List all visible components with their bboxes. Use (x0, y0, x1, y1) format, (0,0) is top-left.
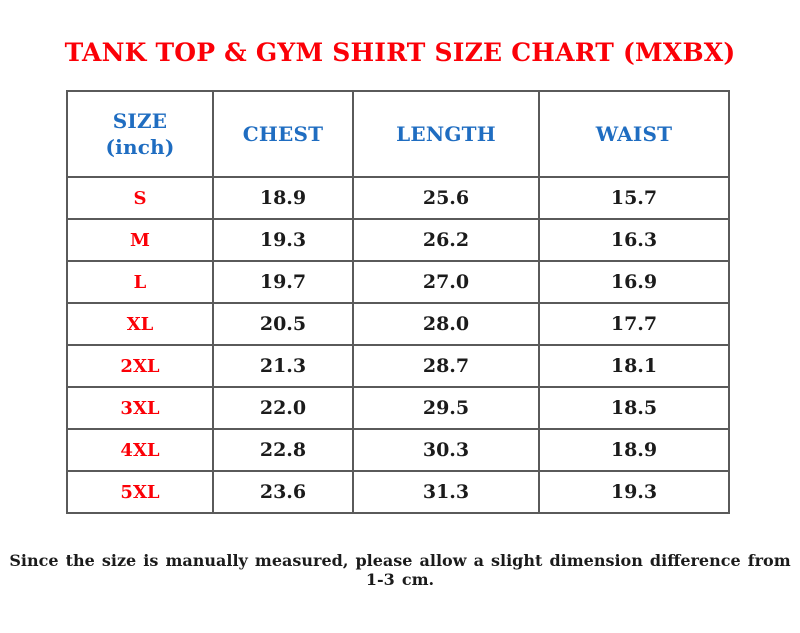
table-row: 4XL 22.8 30.3 18.9 (66, 428, 730, 472)
waist-value-cell: 18.5 (538, 386, 730, 430)
size-chart-table: SIZE (inch) CHEST LENGTH WAIST S 18.9 25.6… (66, 90, 730, 514)
waist-value-cell: 18.1 (538, 344, 730, 388)
chest-value-cell: 22.0 (212, 386, 354, 430)
table-row: L 19.7 27.0 16.9 (66, 260, 730, 304)
page-title: TANK TOP & GYM SHIRT SIZE CHART (MXBX) (64, 38, 736, 67)
chest-value-cell: 21.3 (212, 344, 354, 388)
length-value-cell: 30.3 (352, 428, 540, 472)
column-header-chest: CHEST (212, 90, 354, 178)
table-row: M 19.3 26.2 16.3 (66, 218, 730, 262)
chest-value-cell: 20.5 (212, 302, 354, 346)
waist-value-cell: 16.3 (538, 218, 730, 262)
chest-value-cell: 18.9 (212, 176, 354, 220)
size-label-cell: 2XL (66, 344, 214, 388)
footnote: Since the size is manually measured, ple… (9, 551, 791, 589)
table-row: S 18.9 25.6 15.7 (66, 176, 730, 220)
size-label-cell: 5XL (66, 470, 214, 514)
column-header-length: LENGTH (352, 90, 540, 178)
chest-value-cell: 22.8 (212, 428, 354, 472)
waist-value-cell: 15.7 (538, 176, 730, 220)
size-label-cell: M (66, 218, 214, 262)
size-table-body: S 18.9 25.6 15.7 M 19.3 26.2 16.3 L 19.7 27.0 16.9 X… (66, 176, 730, 514)
chest-value-cell: 19.7 (212, 260, 354, 304)
length-value-cell: 29.5 (352, 386, 540, 430)
waist-value-cell: 17.7 (538, 302, 730, 346)
length-value-cell: 28.7 (352, 344, 540, 388)
header-row: SIZE (inch) CHEST LENGTH WAIST (66, 90, 730, 178)
table-row: 2XL 21.3 28.7 18.1 (66, 344, 730, 388)
table-row: XL 20.5 28.0 17.7 (66, 302, 730, 346)
table-row: 5XL 23.6 31.3 19.3 (66, 470, 730, 514)
length-value-cell: 25.6 (352, 176, 540, 220)
waist-value-cell: 18.9 (538, 428, 730, 472)
size-label-cell: 3XL (66, 386, 214, 430)
table-row: 3XL 22.0 29.5 18.5 (66, 386, 730, 430)
size-label-cell: 4XL (66, 428, 214, 472)
size-label-cell: XL (66, 302, 214, 346)
waist-value-cell: 19.3 (538, 470, 730, 514)
length-value-cell: 27.0 (352, 260, 540, 304)
column-header-waist: WAIST (538, 90, 730, 178)
size-label-cell: S (66, 176, 214, 220)
column-header-size: SIZE (inch) (66, 90, 214, 178)
waist-value-cell: 16.9 (538, 260, 730, 304)
length-value-cell: 28.0 (352, 302, 540, 346)
chest-value-cell: 19.3 (212, 218, 354, 262)
length-value-cell: 31.3 (352, 470, 540, 514)
size-label-cell: L (66, 260, 214, 304)
length-value-cell: 26.2 (352, 218, 540, 262)
chest-value-cell: 23.6 (212, 470, 354, 514)
